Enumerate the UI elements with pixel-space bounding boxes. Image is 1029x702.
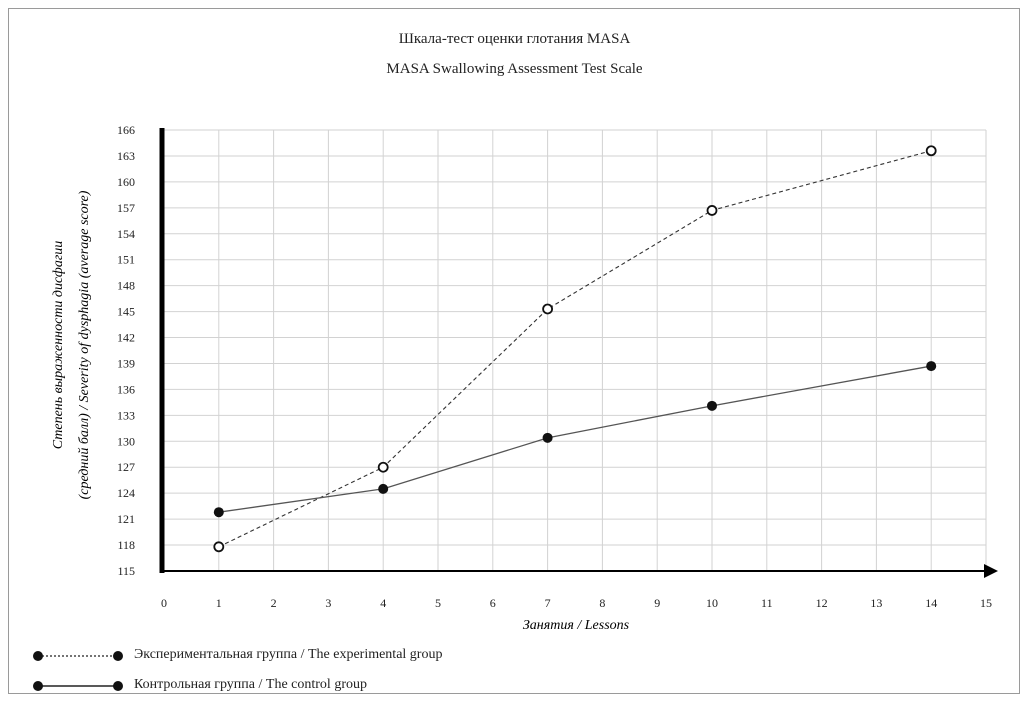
y-tick-label: 166 [117, 123, 135, 137]
y-tick-label: 148 [117, 279, 135, 293]
series [213, 145, 937, 553]
data-point-filled [707, 400, 717, 411]
x-tick-label: 8 [599, 596, 605, 610]
series-line-0 [218, 150, 932, 548]
axes [159, 128, 998, 578]
y-tick-label: 142 [117, 331, 135, 345]
y-tick-label: 139 [117, 356, 135, 370]
y-tick-label: 157 [117, 201, 135, 215]
data-point-open [213, 541, 225, 553]
x-tick-label: 15 [980, 596, 992, 610]
y-tick-label: 145 [117, 305, 135, 319]
x-tick-label: 4 [380, 596, 386, 610]
chart-subtitle: MASA Swallowing Assessment Test Scale [386, 61, 643, 77]
x-axis-label: Занятия / Lessons [523, 618, 630, 633]
y-tick-label: 160 [117, 175, 135, 189]
x-tick-label: 5 [435, 596, 441, 610]
y-tick-label: 118 [117, 538, 135, 552]
y-tick-label: 127 [117, 460, 135, 474]
y-tick-label: 151 [117, 253, 135, 267]
x-tick-label: 10 [706, 596, 718, 610]
y-tick-label: 130 [117, 434, 135, 448]
legend-marker-experimental [33, 651, 123, 661]
y-tick-label: 124 [117, 486, 135, 500]
y-tick-label: 154 [117, 227, 135, 241]
x-tick-label: 11 [761, 596, 773, 610]
x-tick-label: 6 [490, 596, 496, 610]
x-tick-label: 13 [870, 596, 882, 610]
data-point-filled [378, 483, 389, 494]
y-tick-label: 136 [117, 382, 135, 396]
x-tick-label: 3 [325, 596, 331, 610]
legend-label-control: Контрольная группа / The control group [134, 677, 367, 692]
legend-label-experimental: Экспериментальная группа / The experimen… [134, 647, 443, 662]
data-point-filled [926, 361, 937, 372]
series-0 [213, 145, 937, 553]
grid [164, 129, 987, 571]
chart-title: Шкала-тест оценки глотания MASA [398, 31, 631, 47]
y-tick-label: 133 [117, 408, 135, 422]
tick-labels: 1151181211241271301331361391421451481511… [117, 123, 992, 610]
x-axis-arrow [984, 564, 998, 578]
series-line-1 [218, 365, 932, 513]
data-point-open [542, 303, 553, 315]
x-tick-label: 7 [545, 596, 551, 610]
y-axis-label-line2: (средний балл) / Severity of dysphagia (… [77, 190, 92, 499]
data-point-open [706, 205, 718, 216]
legend-marker-control [33, 681, 123, 691]
x-tick-label: 9 [654, 596, 660, 610]
y-tick-label: 115 [117, 564, 135, 578]
data-point-open [925, 145, 937, 157]
x-tick-label: 14 [925, 596, 937, 610]
chart-frame [8, 8, 1020, 694]
y-tick-label: 121 [117, 512, 135, 526]
data-point-open [377, 461, 389, 473]
y-axis-label-line1: Степень выраженности дисфагии [51, 241, 66, 450]
data-point-filled [542, 432, 553, 443]
series-1 [213, 361, 937, 518]
x-tick-label: 12 [816, 596, 828, 610]
y-tick-label: 163 [117, 149, 135, 163]
x-tick-label: 1 [216, 596, 222, 610]
x-tick-label: 2 [271, 596, 277, 610]
x-tick-label: 0 [161, 596, 167, 610]
data-point-filled [213, 507, 224, 518]
